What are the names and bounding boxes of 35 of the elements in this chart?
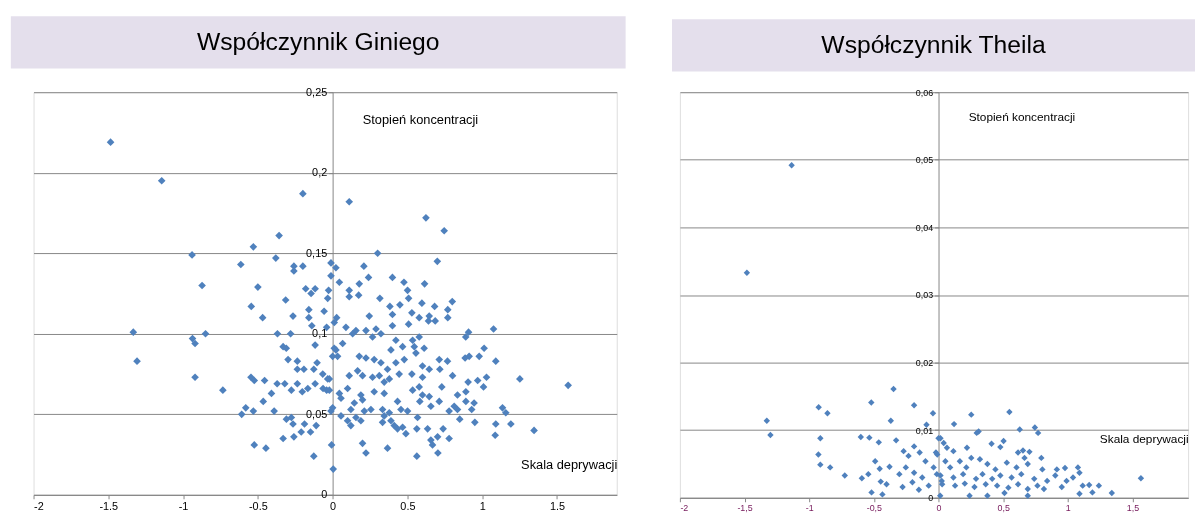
y-tick-label: 0 xyxy=(321,488,328,501)
x-tick-label: -1 xyxy=(805,503,814,514)
x-axis-title: Skala deprywacji xyxy=(1099,432,1189,447)
y-tick-label: 0,06 xyxy=(915,87,934,98)
x-tick-label: 0,5 xyxy=(997,503,1010,514)
chart-title: Współczynnik Theila xyxy=(821,31,1046,59)
x-tick-label: 1 xyxy=(479,500,486,513)
x-axis-title: Skala deprywacji xyxy=(521,456,618,472)
y-tick-label: 0,1 xyxy=(312,327,328,340)
y-tick-label: 0,01 xyxy=(915,425,934,436)
x-tick-label: -0,5 xyxy=(866,503,883,514)
x-tick-label: 1.5 xyxy=(549,500,565,513)
y-tick-label: 0,02 xyxy=(915,358,934,369)
x-tick-label: 0 xyxy=(936,503,942,514)
x-tick-label: -2 xyxy=(680,503,689,514)
y-axis-title: Stopień koncentracji xyxy=(362,112,479,128)
x-tick-label: 1 xyxy=(1065,503,1071,514)
y-tick-label: 0,05 xyxy=(915,155,934,166)
y-tick-label: 0,25 xyxy=(306,85,328,98)
y-tick-label: 0,04 xyxy=(915,222,934,233)
chart-title: Współczynnik Giniego xyxy=(196,28,440,56)
y-tick-label: 0,2 xyxy=(312,166,328,179)
x-tick-label: 1,5 xyxy=(1126,503,1140,514)
x-tick-label: 0.5 xyxy=(400,500,416,513)
x-tick-label: -1.5 xyxy=(99,500,119,513)
y-tick-label: 0,15 xyxy=(306,246,328,259)
x-tick-label: 0 xyxy=(330,500,337,513)
x-tick-label: -1,5 xyxy=(737,503,753,514)
y-tick-label: 0,03 xyxy=(915,290,934,301)
y-tick-label: 0,05 xyxy=(306,407,328,420)
y-axis-title: Stopień koncentracji xyxy=(968,110,1076,125)
x-tick-label: -2 xyxy=(34,500,44,513)
x-tick-label: -1 xyxy=(178,500,189,513)
y-tick-label: 0 xyxy=(928,493,934,504)
x-tick-label: -0.5 xyxy=(249,500,268,513)
